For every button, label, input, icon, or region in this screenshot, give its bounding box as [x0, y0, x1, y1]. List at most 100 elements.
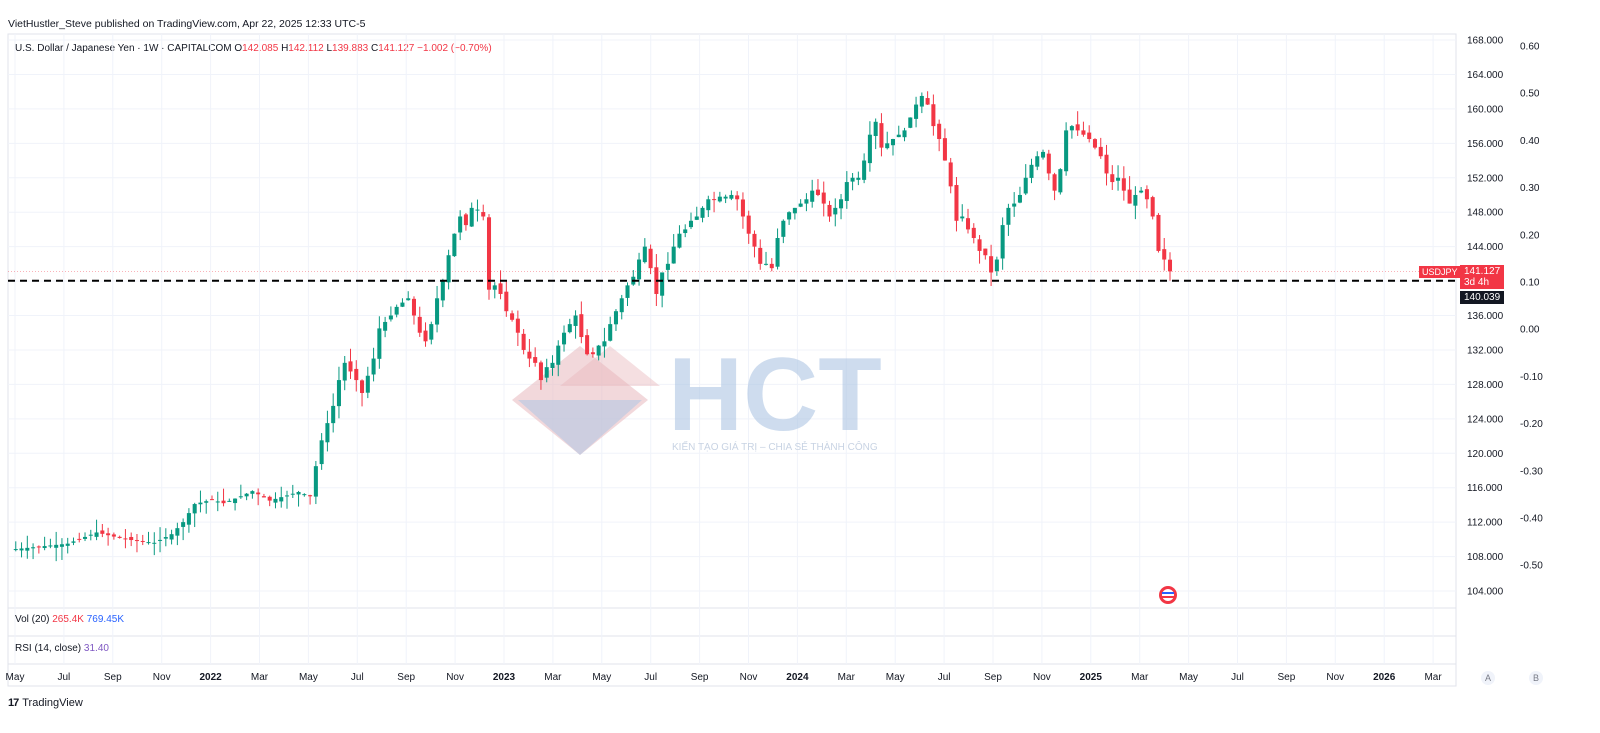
ticker-tag: USDJPY	[1419, 266, 1461, 278]
hct-watermark: HCT KIẾN TẠO GIÁ TRỊ – CHIA SẺ THÀNH CÔN…	[512, 337, 882, 455]
candle-body	[989, 256, 994, 273]
time-tick-label: May	[6, 672, 25, 683]
secondary-tick-label: 0.20	[1520, 230, 1540, 241]
time-tick-label: Sep	[984, 672, 1002, 683]
candle-body	[371, 358, 376, 375]
candle-body	[452, 233, 457, 257]
candle-body	[1104, 154, 1109, 174]
candle-body	[348, 361, 353, 372]
candle-body	[937, 123, 942, 140]
candle-body	[302, 494, 307, 496]
watermark-brand: HCT	[668, 337, 882, 453]
candle-body	[360, 380, 365, 393]
candle-body	[688, 220, 694, 228]
candle-body	[440, 281, 445, 301]
high-value: 142.112	[288, 43, 324, 54]
candle-body	[48, 545, 53, 547]
candle-body	[100, 530, 105, 534]
candle-body	[1121, 178, 1126, 191]
price-tick-label: 152.000	[1467, 173, 1504, 184]
candle-body	[867, 134, 872, 164]
secondary-tick-label: 0.40	[1520, 136, 1540, 147]
candle-body	[146, 542, 151, 544]
candle-body	[1023, 177, 1028, 194]
last-price-tag: 141.127 3d 4h	[1460, 265, 1505, 289]
secondary-axis[interactable]: 0.60 0.50 0.40 0.30 0.20 0.10 0.00 -0.10 -0.20 -0…	[1520, 42, 1543, 572]
low-label: L	[326, 43, 333, 54]
candle-body	[204, 501, 209, 503]
candle-body	[781, 220, 786, 237]
candle-body	[994, 259, 999, 272]
time-tick-label: May	[299, 672, 318, 683]
candle-body	[331, 405, 336, 424]
time-tick-label: Nov	[740, 672, 758, 683]
price-tick-label: 108.000	[1467, 552, 1504, 563]
candle-body	[458, 216, 463, 233]
candles	[13, 91, 1173, 562]
candle-body	[787, 212, 792, 220]
candle-body	[792, 207, 797, 214]
candle-body	[914, 104, 919, 119]
candle-body	[804, 199, 809, 204]
candle-body	[59, 544, 64, 547]
candle-body	[342, 362, 347, 381]
watermark-tagline: KIẾN TẠO GIÁ TRỊ – CHIA SẺ THÀNH CÔNG	[672, 440, 878, 453]
candle-body	[435, 298, 440, 325]
close-value: 141.127	[378, 43, 415, 54]
price-tick-label: 136.000	[1467, 311, 1504, 322]
candle-body	[833, 207, 838, 215]
candle-body	[388, 315, 393, 320]
price-axis[interactable]: 168.000 164.000 160.000 156.000 152.000 148.0…	[1467, 36, 1504, 598]
candle-body	[19, 548, 24, 551]
line-level-tag: 140.039	[1460, 291, 1505, 304]
candle-body	[429, 324, 434, 340]
symbol-legend: U.S. Dollar / Japanese Yen · 1W · CAPITA…	[15, 43, 492, 54]
candle-body	[815, 189, 820, 195]
candle-body	[579, 314, 584, 338]
candle-body	[1133, 194, 1138, 206]
candle-body	[192, 504, 197, 514]
candle-body	[1150, 197, 1155, 217]
candle-body	[486, 217, 492, 290]
time-axis[interactable]: May Jul Sep Nov 2022 Mar May Jul Sep Nov 2023 Mar Ma…	[6, 672, 1443, 683]
candle-body	[1075, 124, 1080, 131]
candle-body	[1167, 259, 1173, 272]
time-tick-label: Nov	[153, 672, 171, 683]
log-scale-button[interactable]: B	[1529, 671, 1543, 685]
candle-body	[106, 533, 111, 536]
candle-body	[227, 500, 232, 502]
rsi-pane-label: RSI (14, close) 31.40	[15, 643, 109, 654]
secondary-tick-label: 0.50	[1520, 89, 1540, 100]
price-tick-label: 156.000	[1467, 139, 1504, 150]
auto-scale-button[interactable]: A	[1481, 671, 1495, 685]
candle-body	[908, 117, 913, 128]
candle-body	[1081, 130, 1086, 135]
volume-value-2: 769.45K	[86, 614, 124, 625]
candle-body	[31, 547, 36, 549]
candle-body	[562, 332, 567, 345]
candle-body	[238, 496, 243, 498]
candle-body	[758, 247, 763, 264]
candle-body	[140, 540, 145, 542]
time-tick-label: Sep	[397, 672, 415, 683]
price-tick-label: 164.000	[1467, 70, 1504, 81]
open-label: O	[234, 43, 243, 54]
candle-body	[446, 255, 451, 283]
candle-body	[839, 199, 844, 209]
candle-body	[567, 324, 572, 333]
price-tick-label: 132.000	[1467, 345, 1504, 356]
candle-body	[411, 298, 416, 316]
high-label: H	[281, 43, 289, 54]
candle-body	[129, 536, 134, 541]
candle-body	[515, 318, 520, 333]
candle-body	[642, 246, 647, 263]
candle-body	[325, 423, 330, 443]
candle-body	[181, 522, 186, 527]
time-tick-label: Nov	[1033, 672, 1051, 683]
candle-body	[1162, 249, 1167, 260]
candle-body	[585, 335, 590, 355]
symbol-name: U.S. Dollar / Japanese Yen · 1W · CAPITA…	[15, 43, 232, 54]
candle-body	[856, 177, 861, 180]
candle-body	[1092, 139, 1097, 148]
